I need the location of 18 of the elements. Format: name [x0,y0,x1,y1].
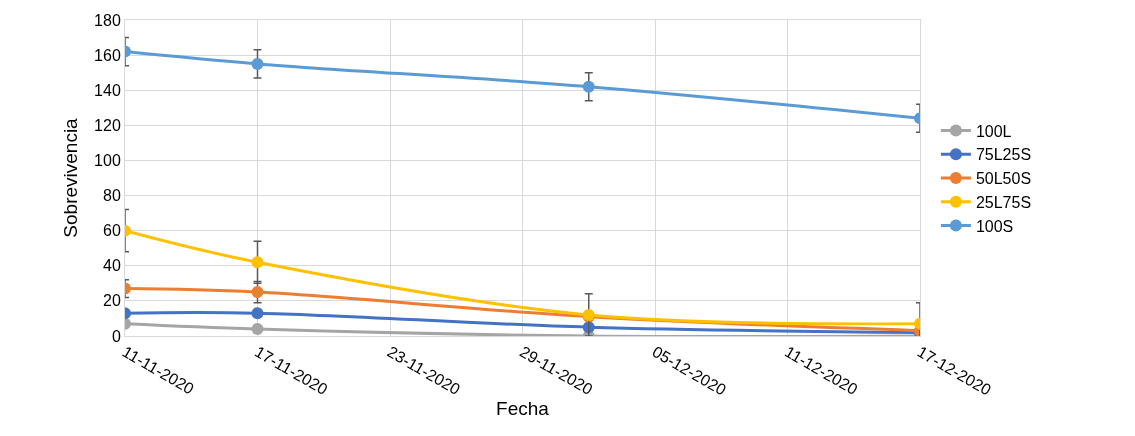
x-axis-title: Fecha [496,398,550,420]
point [251,307,264,320]
y-axis-title: Sobrevivencia [60,117,81,238]
y-tick-label: 120 [94,116,121,134]
y-tick-label: 80 [103,187,121,205]
legend-label: 100S [975,217,1014,235]
legend-label: 25L75S [975,194,1032,212]
y-tick-label: 100 [94,152,121,170]
legend-label: 75L25S [975,146,1032,164]
y-tick-label: 180 [94,11,121,29]
y-tick-label: 0 [111,327,121,345]
y-tick-label: 160 [94,46,121,64]
y-tick-label: 20 [103,292,121,310]
y-tick-label: 60 [103,222,121,240]
legend-label: 50L50S [975,170,1032,188]
y-tick-label: 140 [94,81,121,99]
legend-label: 100L [975,122,1012,140]
y-tick-label: 40 [103,257,121,275]
